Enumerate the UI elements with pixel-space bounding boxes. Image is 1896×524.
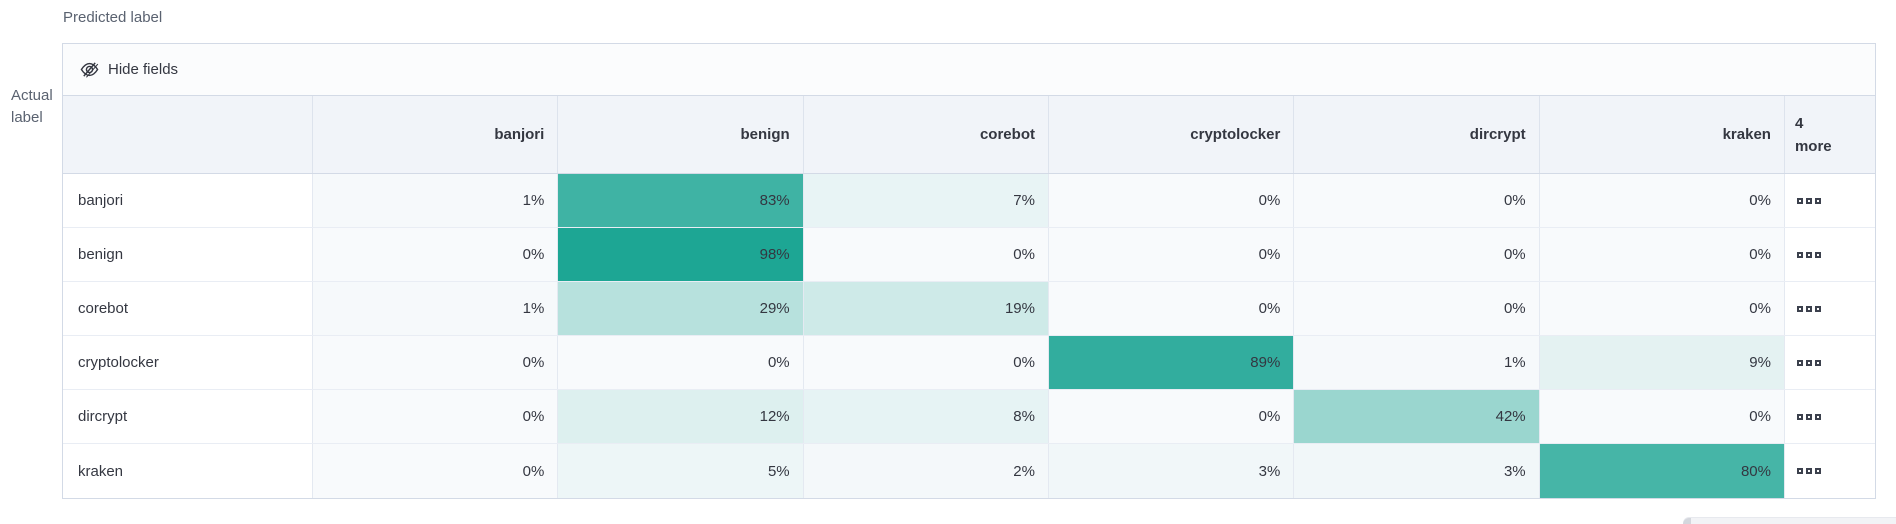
matrix-cell[interactable]: 1% (313, 282, 559, 335)
matrix-cell[interactable]: 0% (313, 336, 559, 389)
column-header-corebot[interactable]: corebot (804, 96, 1049, 173)
matrix-cell[interactable]: 5% (558, 444, 804, 498)
row-label-dircrypt[interactable]: dircrypt (63, 390, 313, 443)
matrix-cell[interactable]: 80% (1539, 444, 1785, 498)
row-label-kraken[interactable]: kraken (63, 444, 313, 498)
more-columns-cell[interactable] (1784, 228, 1875, 281)
matrix-cell[interactable]: 9% (1539, 336, 1785, 389)
row-label-cryptolocker[interactable]: cryptolocker (63, 336, 313, 389)
matrix-cell[interactable]: 0% (1048, 174, 1295, 227)
matrix-cell[interactable]: 89% (1048, 336, 1295, 389)
matrix-cell[interactable]: 0% (803, 336, 1049, 389)
matrix-cell[interactable]: 0% (313, 444, 559, 498)
boxes-horizontal-icon (1796, 305, 1821, 312)
matrix-cell[interactable]: 0% (1294, 282, 1540, 335)
table-row: corebot 1% 29% 19% 0% 0% 0% (63, 282, 1875, 336)
matrix-cell[interactable]: 19% (803, 282, 1049, 335)
matrix-cell[interactable]: 0% (1048, 228, 1295, 281)
table-row: kraken 0% 5% 2% 3% 3% 80% (63, 444, 1875, 498)
matrix-cell[interactable]: 0% (1539, 228, 1785, 281)
more-columns-header[interactable]: 4 more (1784, 96, 1875, 173)
matrix-cell[interactable]: 0% (1294, 174, 1540, 227)
row-label-banjori[interactable]: banjori (63, 174, 313, 227)
row-label-corebot[interactable]: corebot (63, 282, 313, 335)
matrix-cell[interactable]: 98% (558, 228, 804, 281)
boxes-horizontal-icon (1796, 359, 1821, 366)
datagrid-toolbar: Hide fields (63, 44, 1875, 96)
matrix-cell[interactable]: 0% (1539, 282, 1785, 335)
table-row: cryptolocker 0% 0% 0% 89% 1% 9% (63, 336, 1875, 390)
column-header-banjori[interactable]: banjori (313, 96, 559, 173)
hide-fields-button[interactable]: Hide fields (80, 60, 178, 79)
predicted-axis-label: Predicted label (63, 9, 163, 26)
row-label-benign[interactable]: benign (63, 228, 313, 281)
matrix-cell[interactable]: 83% (558, 174, 804, 227)
column-header-kraken[interactable]: kraken (1540, 96, 1785, 173)
matrix-cell[interactable]: 7% (803, 174, 1049, 227)
matrix-cell[interactable]: 1% (1294, 336, 1540, 389)
scrollbar-thumb[interactable] (1683, 518, 1691, 524)
boxes-horizontal-icon (1796, 468, 1821, 474)
column-header-dircrypt[interactable]: dircrypt (1294, 96, 1540, 173)
actual-axis-label-line1: Actual (11, 87, 53, 104)
matrix-cell[interactable]: 0% (313, 228, 559, 281)
more-columns-count: 4 (1794, 114, 1804, 132)
more-columns-cell[interactable] (1784, 282, 1875, 335)
matrix-cell[interactable]: 0% (558, 336, 804, 389)
matrix-cell[interactable]: 42% (1294, 390, 1540, 443)
more-columns-cell[interactable] (1784, 336, 1875, 389)
eye-closed-icon (80, 62, 99, 78)
boxes-horizontal-icon (1796, 251, 1821, 258)
matrix-cell[interactable]: 12% (558, 390, 804, 443)
confusion-matrix-panel: Hide fields banjori benign corebot crypt… (62, 43, 1876, 499)
matrix-cell[interactable]: 0% (803, 228, 1049, 281)
more-columns-word: more (1794, 137, 1832, 155)
more-columns-cell[interactable] (1784, 174, 1875, 227)
hide-fields-label: Hide fields (108, 61, 179, 78)
table-row: benign 0% 98% 0% 0% 0% 0% (63, 228, 1875, 282)
matrix-cell[interactable]: 2% (803, 444, 1049, 498)
matrix-cell[interactable]: 3% (1294, 444, 1540, 498)
column-header-benign[interactable]: benign (558, 96, 804, 173)
matrix-cell[interactable]: 8% (803, 390, 1049, 443)
more-columns-cell[interactable] (1784, 390, 1875, 443)
table-header-row: banjori benign corebot cryptolocker dirc… (63, 96, 1875, 174)
matrix-cell[interactable]: 0% (1539, 174, 1785, 227)
actual-axis-label-line2: label (11, 109, 43, 126)
matrix-cell[interactable]: 0% (1294, 228, 1540, 281)
matrix-cell[interactable]: 1% (313, 174, 559, 227)
actual-axis-label: Actual label (11, 85, 53, 129)
matrix-cell[interactable]: 0% (1048, 390, 1295, 443)
corner-header-cell (63, 96, 313, 173)
matrix-cell[interactable]: 0% (313, 390, 559, 443)
matrix-cell[interactable]: 3% (1048, 444, 1295, 498)
matrix-cell[interactable]: 29% (558, 282, 804, 335)
matrix-cell[interactable]: 0% (1048, 282, 1295, 335)
matrix-cell[interactable]: 0% (1539, 390, 1785, 443)
boxes-horizontal-icon (1796, 197, 1821, 204)
column-header-cryptolocker[interactable]: cryptolocker (1049, 96, 1295, 173)
horizontal-scrollbar[interactable] (1683, 517, 1896, 524)
table-row: dircrypt 0% 12% 8% 0% 42% 0% (63, 390, 1875, 444)
more-columns-cell[interactable] (1784, 444, 1875, 498)
boxes-horizontal-icon (1796, 413, 1821, 420)
table-row: banjori 1% 83% 7% 0% 0% 0% (63, 174, 1875, 228)
